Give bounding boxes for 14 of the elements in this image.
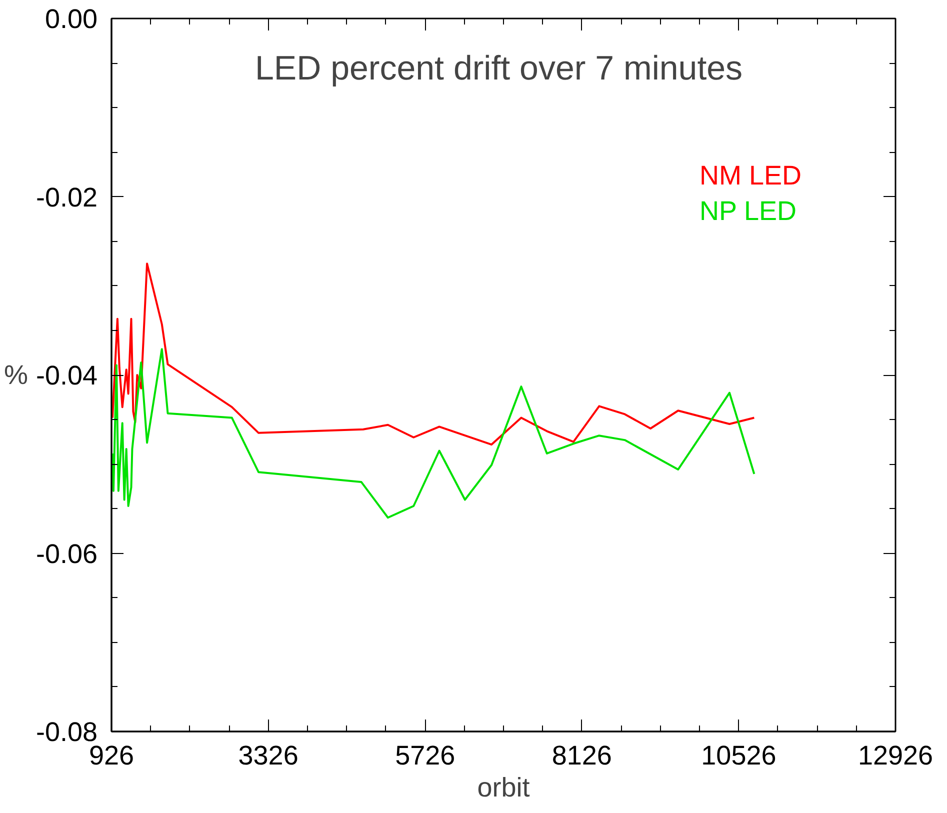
x-tick-label: 10526 [701,740,776,770]
x-tick-label: 5726 [395,740,456,770]
x-axis-title: orbit [477,772,530,802]
y-tick-label: -0.06 [36,538,98,569]
x-tick-label: 3326 [238,740,298,770]
text: LED percent drift over 7 minutes [255,49,743,88]
y-axis-title: % [4,360,28,390]
y-tick-label: 0.00 [44,4,98,34]
x-tick-label: 12926 [858,740,934,770]
y-tick-label: -0.04 [36,360,98,390]
text: NM LED [700,160,802,190]
y-tick-label: -0.02 [36,182,98,212]
x-tick-label: 8126 [552,740,612,770]
text: NP LED [700,196,797,226]
